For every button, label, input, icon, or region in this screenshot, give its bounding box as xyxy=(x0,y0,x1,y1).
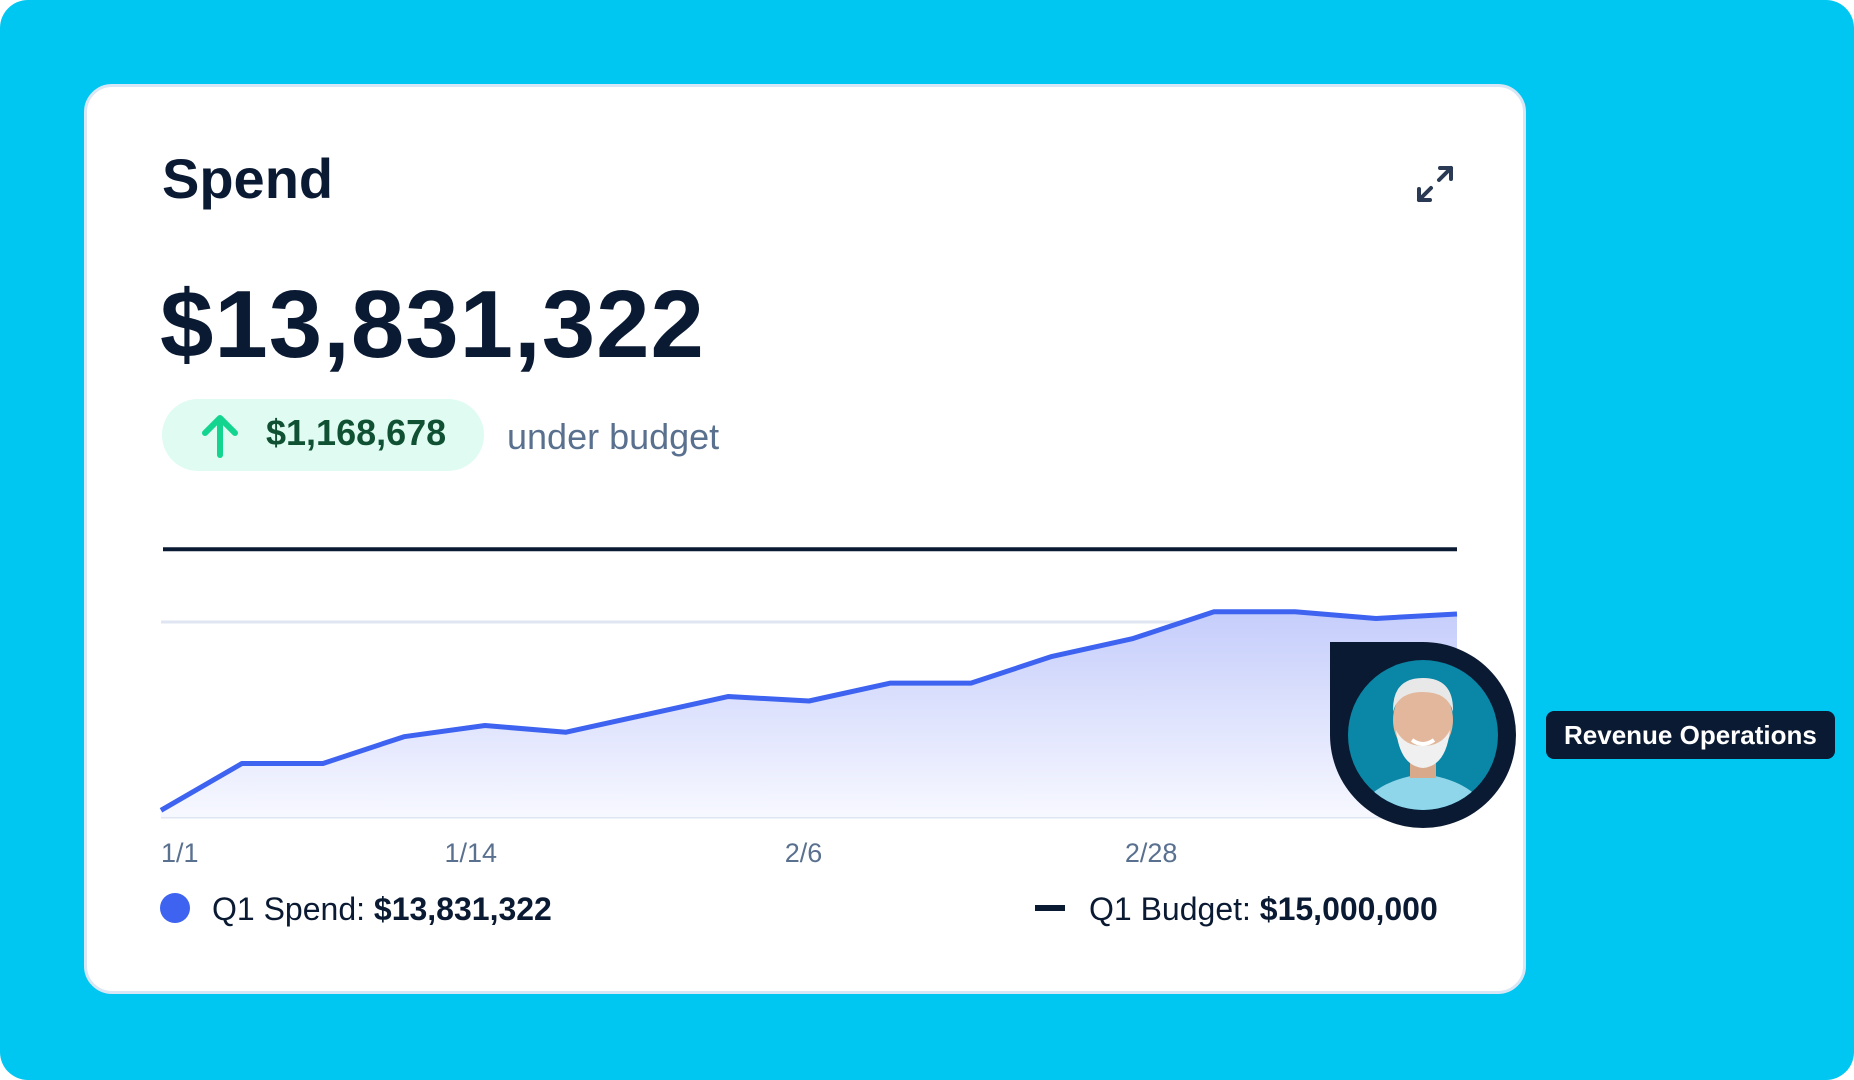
spend-legend-value: $13,831,322 xyxy=(373,891,552,927)
user-avatar[interactable] xyxy=(1330,642,1516,828)
total-spend-value: $13,831,322 xyxy=(160,271,705,378)
arrow-up-icon xyxy=(202,415,238,458)
x-tick-label: 2/28 xyxy=(1125,838,1178,867)
x-tick-label: 1/14 xyxy=(445,838,498,867)
budget-legend: Q1 Budget: $15,000,000 xyxy=(1089,893,1438,925)
budget-legend-line xyxy=(1035,905,1065,911)
spend-legend-dot xyxy=(160,893,190,923)
revenue-operations-tooltip: Revenue Operations xyxy=(1546,711,1835,759)
person-photo xyxy=(1350,678,1496,810)
card-title: Spend xyxy=(162,147,334,210)
delta-value: $1,168,678 xyxy=(266,412,447,453)
spend-card: Spend $13,831,322 $1,168,678 under budge… xyxy=(84,84,1526,994)
x-tick-label: 2/6 xyxy=(785,838,823,867)
delta-caption: under budget xyxy=(507,416,720,457)
spend-legend: Q1 Spend: $13,831,322 xyxy=(212,893,552,925)
spend-chart: 1/1 1/14 2/6 2/28 xyxy=(159,547,1458,867)
expand-icon[interactable] xyxy=(1413,162,1457,206)
x-tick-label: 1/1 xyxy=(161,838,199,867)
delta-badge: $1,168,678 xyxy=(162,399,484,471)
spend-legend-label: Q1 Spend: xyxy=(212,891,365,927)
budget-legend-value: $15,000,000 xyxy=(1259,891,1438,927)
budget-legend-label: Q1 Budget: xyxy=(1089,891,1251,927)
spend-area-fill xyxy=(161,611,1457,817)
